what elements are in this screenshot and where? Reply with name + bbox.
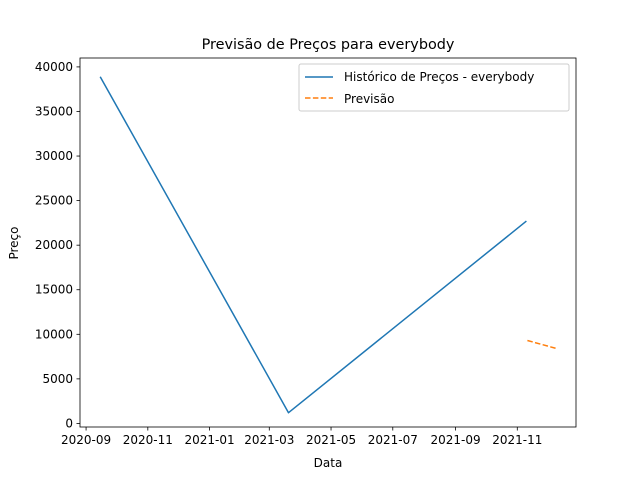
y-tick-label: 10000 xyxy=(35,327,73,341)
plot-frame xyxy=(79,57,577,428)
series-line-previsao xyxy=(527,339,557,350)
series-line-historico xyxy=(99,76,527,414)
x-tick-label: 2021-01 xyxy=(184,433,234,447)
y-axis: 0 5000 10000 15000 20000 25000 30000 35000 40000 xyxy=(35,60,80,430)
x-axis-title: Data xyxy=(314,456,343,470)
x-tick-label: 2021-03 xyxy=(244,433,294,447)
y-tick-label: 20000 xyxy=(35,238,73,252)
x-axis: 2020-09 2020-11 2021-01 2021-03 2021-05 2021-… xyxy=(61,427,542,447)
x-tick-label: 2021-09 xyxy=(430,433,480,447)
x-tick-label: 2021-05 xyxy=(306,433,356,447)
legend-label-previsao: Previsão xyxy=(344,92,394,106)
y-tick-label: 35000 xyxy=(35,104,73,118)
y-tick-label: 5000 xyxy=(42,372,73,386)
y-tick-label: 25000 xyxy=(35,194,73,208)
legend-label-historico: Histórico de Preços - everybody xyxy=(344,70,534,84)
legend: Histórico de Preços - everybody Previsão xyxy=(298,63,570,112)
x-tick-label: 2020-11 xyxy=(123,433,173,447)
x-tick-label: 2021-11 xyxy=(492,433,542,447)
y-axis-title: Preço xyxy=(7,226,21,259)
y-tick-label: 0 xyxy=(65,416,73,430)
y-tick-label: 15000 xyxy=(35,283,73,297)
x-tick-label: 2021-07 xyxy=(368,433,418,447)
y-tick-label: 30000 xyxy=(35,149,73,163)
y-tick-label: 40000 xyxy=(35,60,73,74)
series-layer xyxy=(99,76,557,414)
x-tick-label: 2020-09 xyxy=(61,433,111,447)
legend-box xyxy=(298,63,570,112)
chart-title: Previsão de Preços para everybody xyxy=(202,37,455,53)
